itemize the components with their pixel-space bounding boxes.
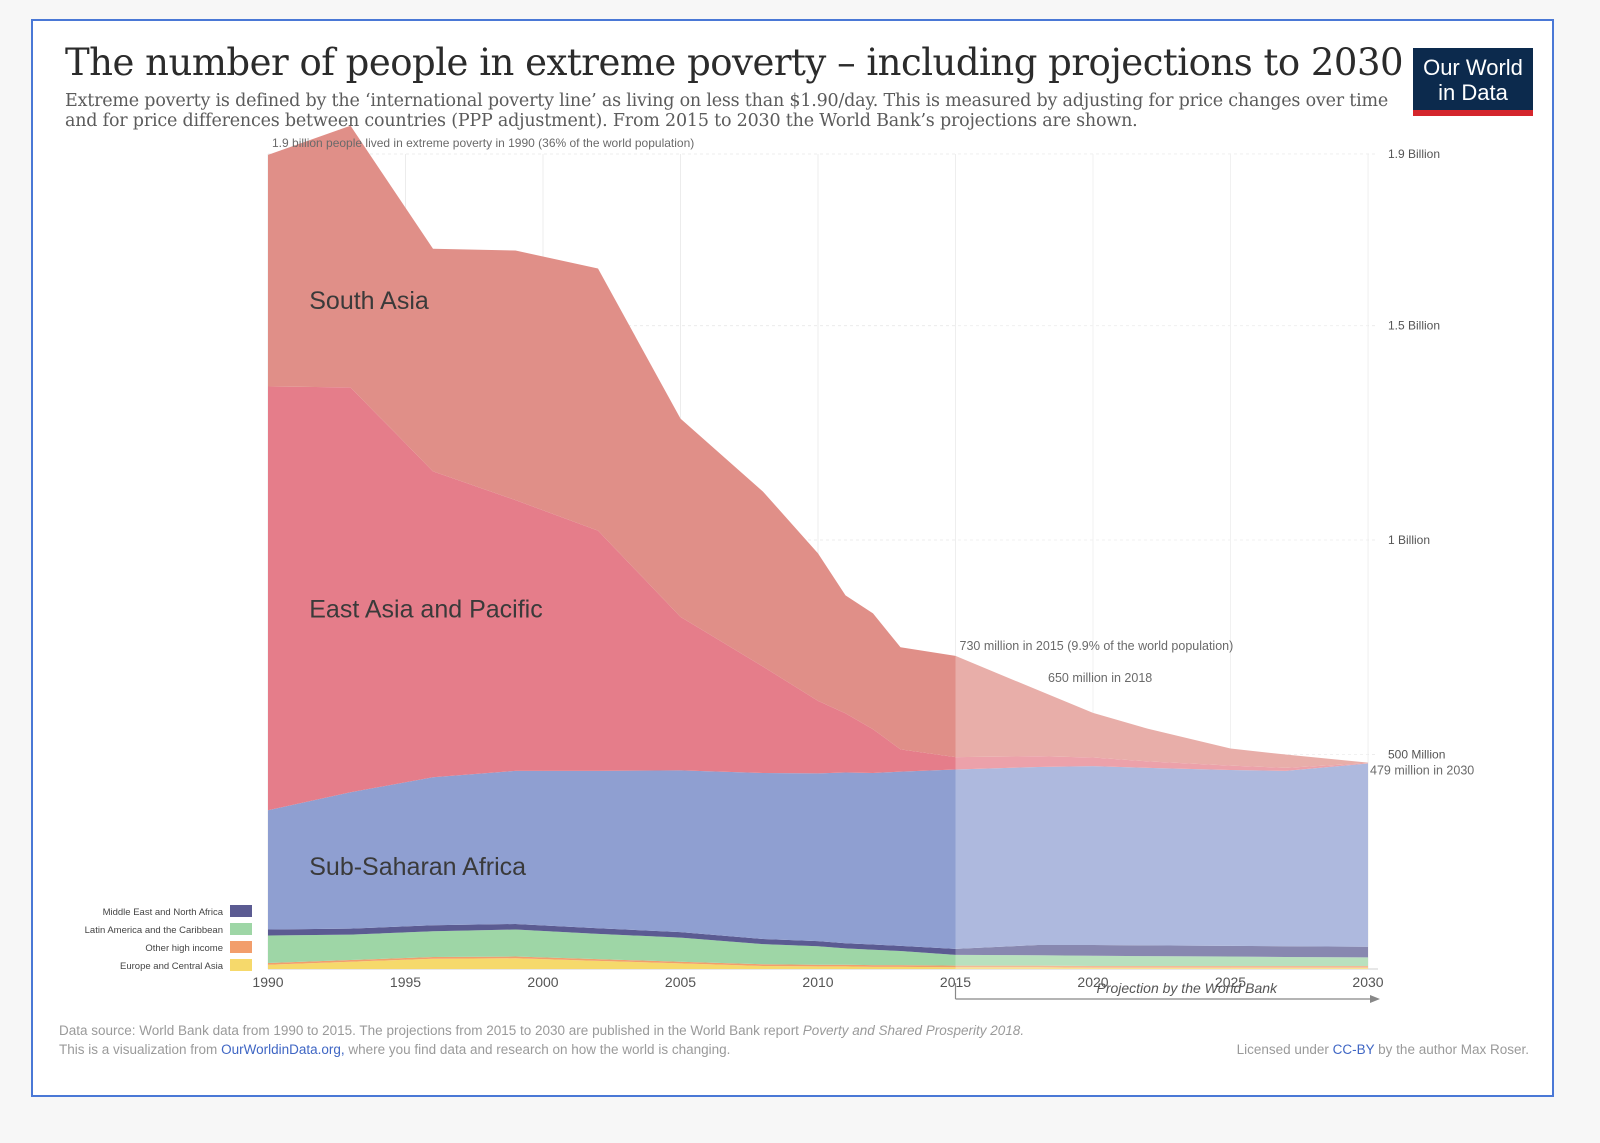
legend-label: Middle East and North Africa	[103, 907, 224, 918]
annotation-2015: 730 million in 2015 (9.9% of the world p…	[960, 639, 1234, 653]
legend-label: Other high income	[145, 943, 223, 954]
license-text: Licensed under CC-BY by the author Max R…	[1237, 1040, 1529, 1059]
axis-ticks: 1990 1995 2000 2005 2010 2015 2020 2025 2030 1.9 …	[252, 147, 1445, 990]
source-text: Data source: World Bank data from 1990 t…	[59, 1023, 803, 1038]
footer-line-2: This is a visualization from OurWorldinD…	[59, 1040, 1529, 1059]
annotation-1990: 1.9 billion people lived in extreme pove…	[272, 136, 694, 150]
projection-label: Projection by the World Bank	[1096, 980, 1278, 996]
chart-title: The number of people in extreme poverty …	[65, 41, 1404, 84]
area-label-sub-saharan-africa: Sub-Saharan Africa	[309, 853, 526, 881]
y-tick-label: 1 Billion	[1388, 533, 1430, 547]
projection-arrow-head	[1370, 995, 1380, 1003]
owid-link[interactable]: OurWorldinData.org,	[221, 1042, 345, 1057]
area-sub-saharan-africa[interactable]	[268, 763, 1368, 949]
legend-label: Latin America and the Caribbean	[85, 925, 223, 936]
area-east-asia-and-pacific[interactable]	[268, 386, 1368, 811]
legend-swatch	[230, 941, 252, 953]
chart-card: The number of people in extreme poverty …	[31, 19, 1554, 1097]
x-tick-label: 2000	[527, 974, 558, 990]
owid-logo[interactable]: Our World in Data	[1413, 48, 1533, 116]
y-tick-label: 500 Million	[1388, 748, 1445, 762]
poverty-area-chart: 1990 1995 2000 2005 2010 2015 2020 2025 2030 1.9 …	[85, 125, 1474, 1003]
stacked-areas	[268, 125, 1368, 969]
y-tick-label: 1.5 Billion	[1388, 319, 1440, 333]
x-tick-label: 1990	[252, 974, 283, 990]
license-link[interactable]: CC-BY	[1332, 1042, 1375, 1057]
area-europe-and-central-asia[interactable]	[268, 958, 1368, 969]
y-tick-label: 1.9 Billion	[1388, 147, 1440, 161]
viz-prefix: This is a visualization from	[59, 1042, 222, 1057]
x-tick-label: 2010	[802, 974, 833, 990]
source-report: Poverty and Shared Prosperity 2018.	[802, 1023, 1025, 1038]
x-tick-label: 2005	[665, 974, 696, 990]
legend-label: Europe and Central Asia	[120, 961, 224, 972]
area-middle-east-and-north-africa[interactable]	[268, 923, 1368, 958]
annotation-2018: 650 million in 2018	[1048, 671, 1152, 685]
viz-suffix: where you find data and research on how …	[344, 1042, 731, 1057]
x-tick-label: 2020	[1077, 974, 1108, 990]
area-label-east-asia: East Asia and Pacific	[309, 596, 542, 624]
legend-swatch	[230, 923, 252, 935]
legend-swatch	[230, 905, 252, 917]
license-suffix: by the author Max Roser.	[1374, 1042, 1529, 1057]
logo-line-2: in Data	[1438, 80, 1508, 105]
x-tick-label: 1995	[390, 974, 421, 990]
chart-legend: Middle East and North Africa Latin Americ…	[85, 905, 252, 972]
area-label-south-asia: South Asia	[309, 287, 429, 315]
legend-swatch	[230, 959, 252, 971]
license-prefix: Licensed under	[1236, 1042, 1333, 1057]
x-tick-label: 2015	[940, 974, 971, 990]
area-south-asia[interactable]	[268, 125, 1368, 768]
annotation-2030: 479 million in 2030	[1370, 764, 1474, 778]
logo-line-1: Our World	[1423, 55, 1523, 80]
footer-source: Data source: World Bank data from 1990 t…	[59, 1021, 1529, 1040]
chart-footer: Data source: World Bank data from 1990 t…	[59, 1021, 1529, 1059]
area-other-high-income[interactable]	[268, 956, 1368, 968]
projection-overlay	[955, 154, 1368, 969]
x-tick-label: 2025	[1215, 974, 1246, 990]
x-tick-label: 2030	[1352, 974, 1383, 990]
area-latin-america-and-the-caribbean[interactable]	[268, 929, 1368, 966]
chart-subtitle: Extreme poverty is defined by the ‘inter…	[65, 91, 1389, 131]
